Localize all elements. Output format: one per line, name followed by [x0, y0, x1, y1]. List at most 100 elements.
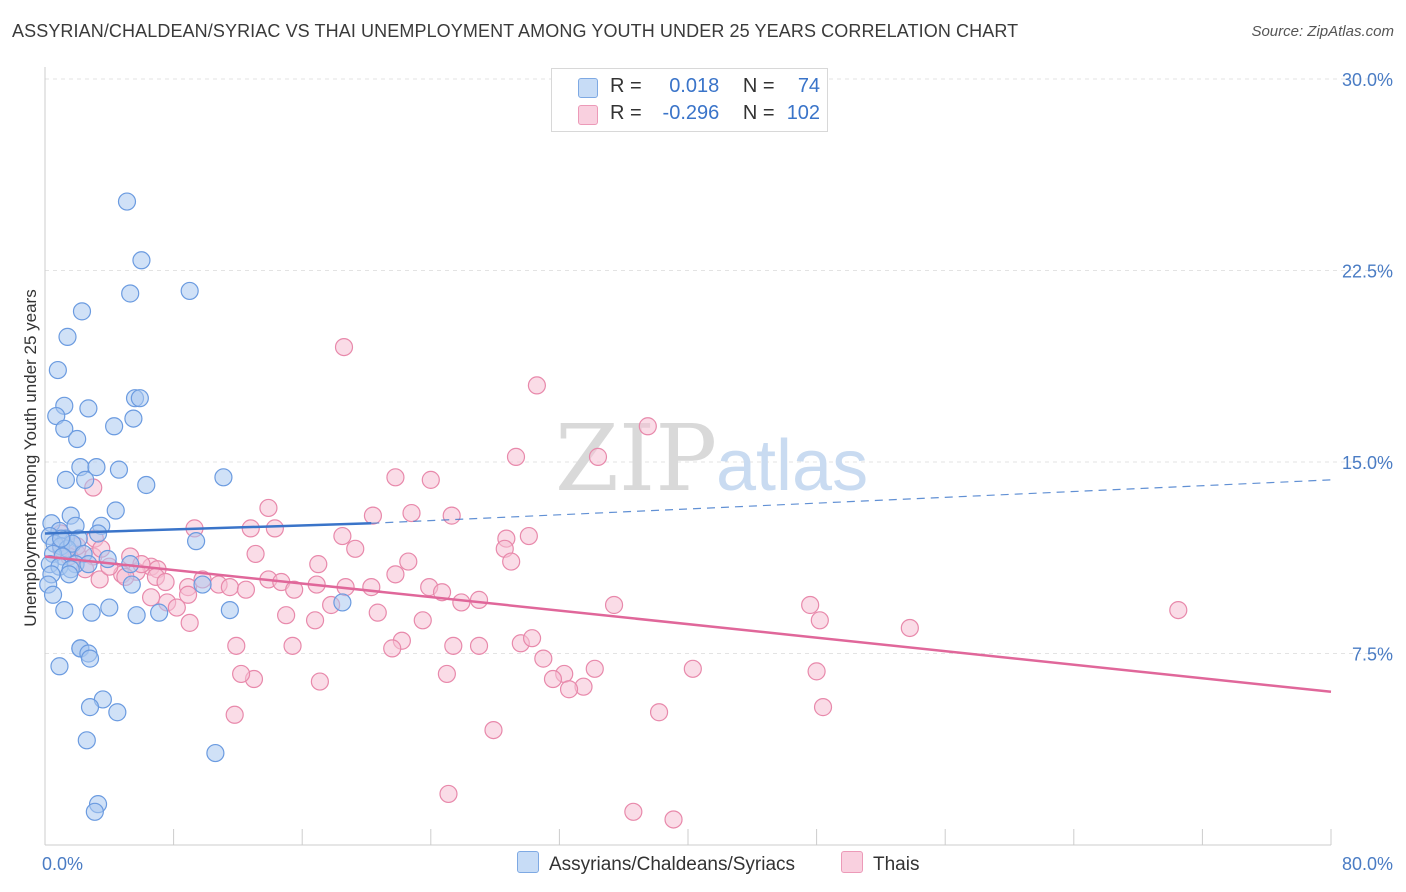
assyrian-point [79, 399, 98, 418]
legend-row-assyrians: R = 0.018 N = 74 [552, 75, 827, 101]
assyrian-point [98, 549, 117, 569]
legend-r-label: R = [610, 102, 642, 124]
assyrian-point [109, 460, 129, 479]
thai-point [444, 636, 463, 655]
legend-swatch-blue [578, 78, 598, 98]
thai-point [90, 570, 109, 589]
legend-r-value: -0.296 [662, 102, 720, 124]
thai-point [167, 598, 186, 617]
assyrian-point [80, 698, 100, 717]
assyrian-points [39, 192, 352, 821]
assyrian-point [122, 575, 141, 594]
thai-point [807, 662, 826, 681]
legend-swatch-pink [578, 105, 598, 125]
thai-point [399, 552, 418, 571]
y-tick-label: 30.0% [1342, 70, 1393, 90]
assyrian-point [124, 409, 143, 428]
y-tick-label: 15.0% [1342, 453, 1393, 473]
thai-point [362, 578, 381, 597]
tick-labels: 7.5% 15.0% 22.5% 30.0% 0.0% 80.0% [42, 70, 1393, 874]
assyrian-point [137, 475, 156, 495]
assyrian-point [180, 281, 199, 301]
bottom-legend-assyrians: Assyrians/Chaldeans/Syriacs [517, 851, 795, 876]
thai-point [683, 659, 702, 678]
thai-point [801, 595, 820, 615]
assyrian-point [55, 600, 74, 620]
assyrian-point [130, 389, 149, 408]
assyrian-point [85, 802, 104, 821]
thai-point [236, 580, 256, 599]
assyrian-point [150, 603, 169, 622]
thai-points [51, 338, 1188, 829]
legend-row-thais: R = -0.296 N = 102 [552, 102, 827, 128]
legend-r-value: 0.018 [669, 75, 720, 97]
assyrian-point [60, 565, 79, 584]
assyrian-point [50, 657, 69, 676]
thai-point [484, 720, 503, 740]
y-axis-title: Unemployment Among Youth under 25 years [21, 289, 40, 626]
thai-trend-line [44, 555, 1332, 694]
assyrian-point [77, 731, 96, 750]
thai-point [519, 526, 538, 546]
thai-point [810, 611, 829, 630]
assyrian-point [206, 743, 225, 763]
thai-point [178, 585, 198, 604]
assyrian-point [76, 470, 95, 489]
thai-point [559, 680, 579, 699]
x-tick-label: 0.0% [42, 854, 83, 874]
assyrian-point [127, 606, 146, 625]
assyrian-point [187, 532, 206, 551]
assyrian-trend-extension [371, 479, 1332, 524]
thai-point [506, 447, 526, 466]
axes [44, 67, 1332, 846]
grid-lines [45, 78, 1392, 654]
thai-point [334, 338, 354, 357]
bottom-legend-label-thais: Thais [873, 854, 920, 875]
assyrian-point [193, 575, 212, 594]
legend-n-value: 102 [786, 102, 821, 124]
thai-point [285, 580, 304, 599]
thai-point [624, 802, 643, 821]
assyrian-point [80, 649, 100, 668]
chart-title: ASSYRIAN/CHALDEAN/SYRIAC VS THAI UNEMPLO… [12, 21, 1019, 41]
correlation-legend: R = 0.018 N = 74 R = -0.296 N = 102 [551, 68, 828, 132]
thai-point [333, 526, 352, 546]
thai-point [900, 618, 919, 638]
thai-point [363, 506, 383, 525]
thai-point [588, 447, 608, 466]
thai-point [156, 572, 175, 592]
thai-point [383, 639, 402, 658]
thai-point [452, 593, 471, 612]
assyrian-point [87, 458, 106, 477]
assyrian-point [105, 417, 124, 436]
thai-point [277, 606, 296, 625]
watermark: ZIP atlas [555, 405, 868, 512]
thai-point [246, 544, 265, 564]
thai-point [421, 470, 440, 489]
assyrian-point [220, 600, 239, 620]
assyrian-point [68, 429, 87, 449]
watermark-zip: ZIP [555, 405, 717, 512]
thai-point [502, 552, 521, 571]
legend-r-label: R = [610, 75, 642, 97]
x-tick-label: 80.0% [1342, 854, 1393, 874]
assyrian-point [48, 360, 67, 380]
assyrian-point [79, 555, 98, 574]
thai-point [265, 519, 284, 538]
thai-point [604, 595, 624, 615]
thai-point [534, 649, 553, 668]
thai-point [437, 664, 456, 684]
thai-point [402, 503, 421, 523]
assyrian-trend-line [44, 522, 372, 535]
thai-point [442, 506, 461, 525]
thai-point [585, 659, 604, 678]
trend-lines [44, 479, 1332, 694]
assyrian-point [56, 470, 75, 489]
assyrian-point [72, 302, 92, 321]
thai-point [283, 636, 302, 655]
assyrian-point [58, 327, 77, 346]
thai-point [386, 565, 405, 584]
legend-n-label: N = [742, 75, 775, 97]
thai-point [232, 664, 251, 684]
